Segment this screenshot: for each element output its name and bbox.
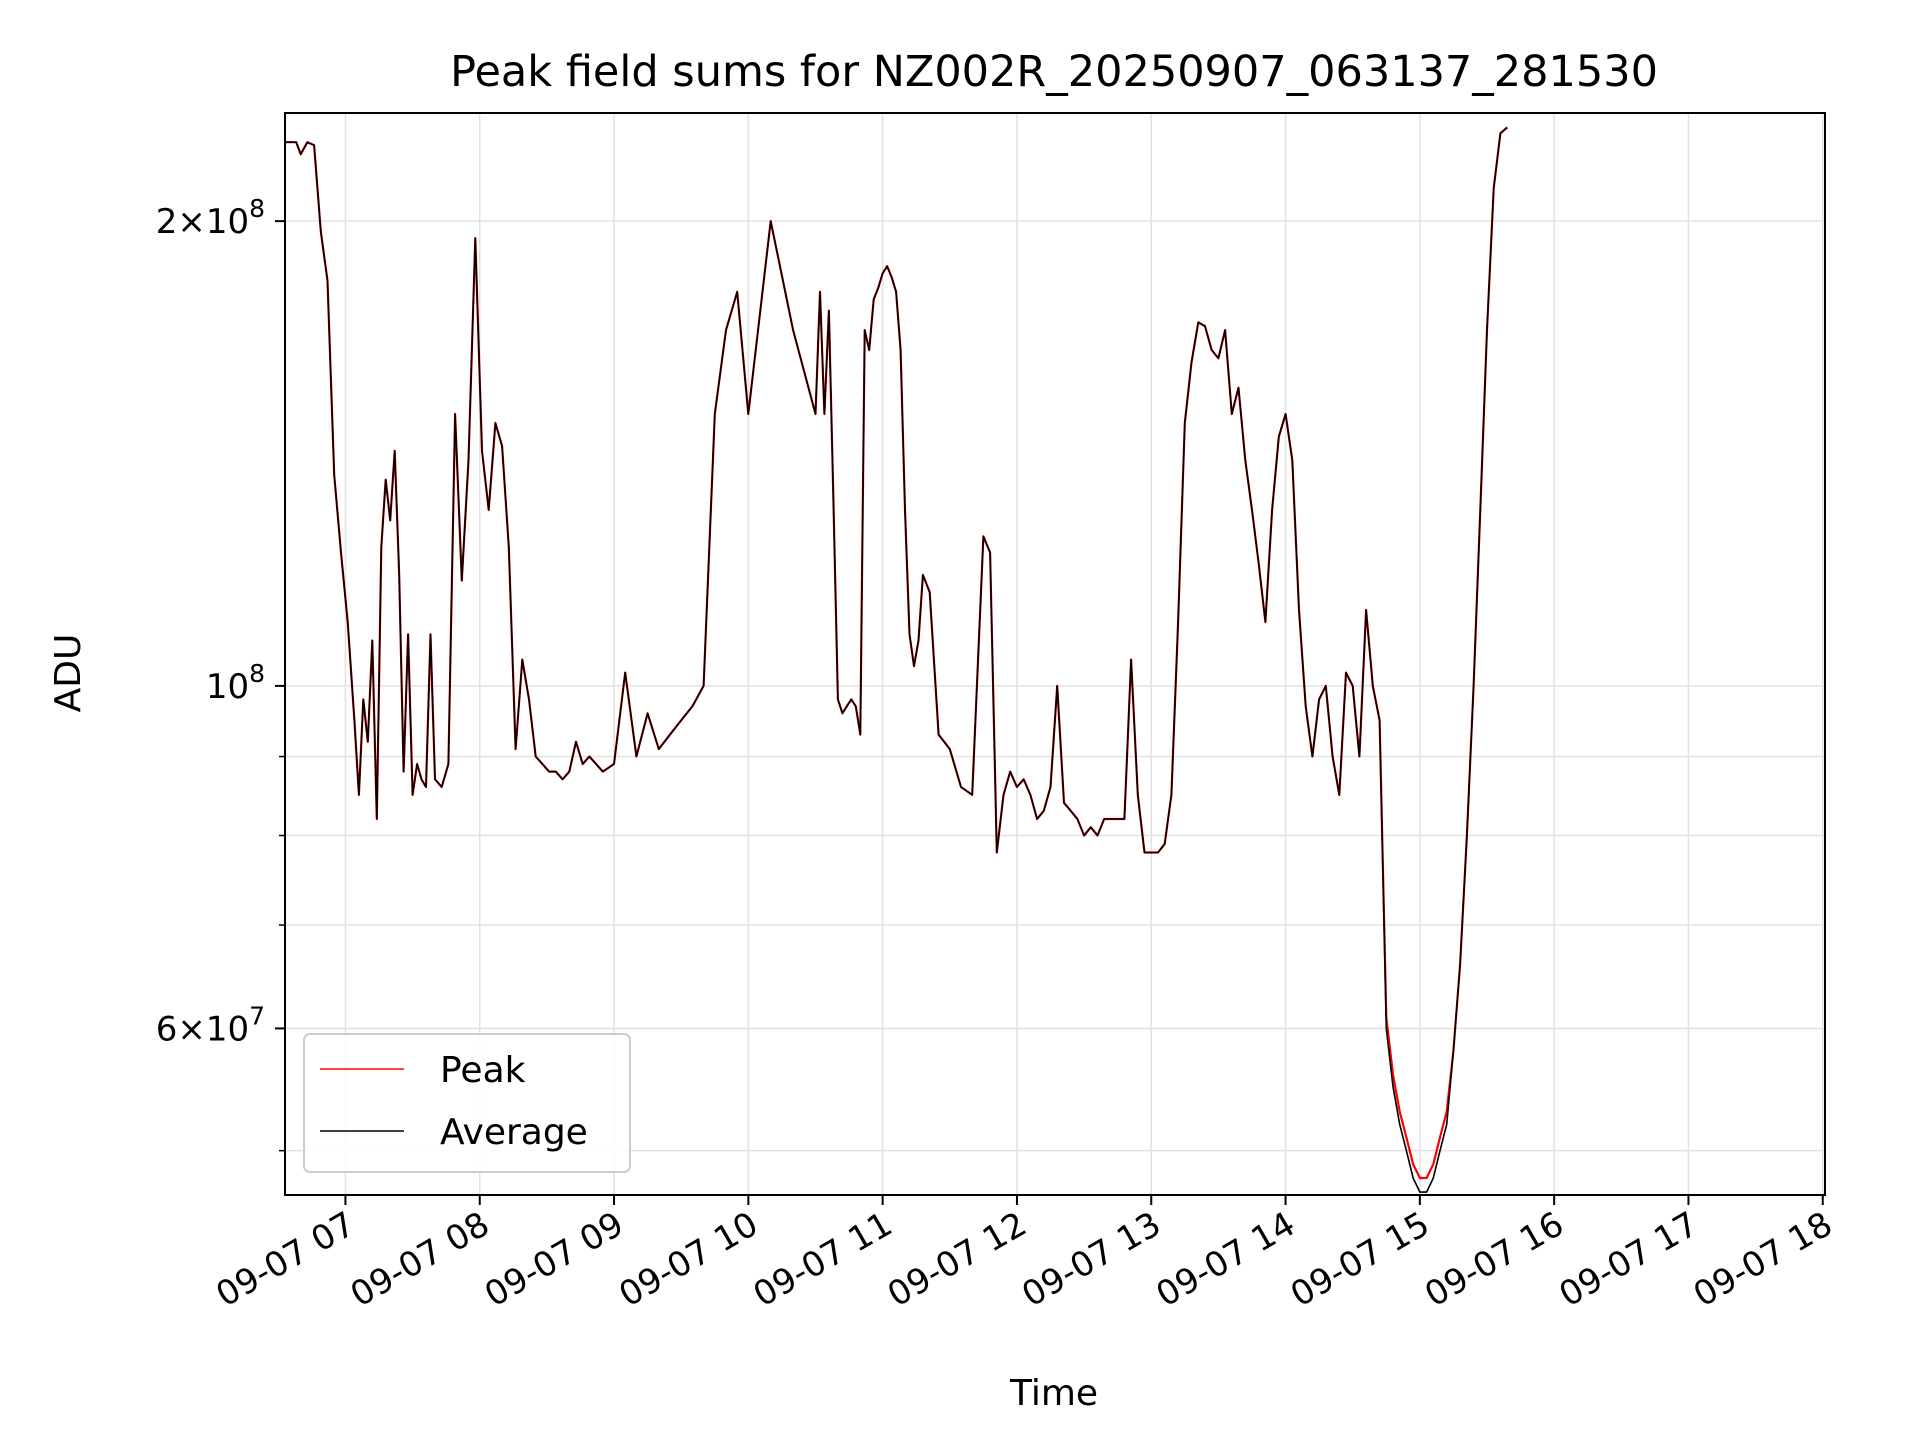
y-tick-label: 108: [206, 659, 265, 707]
chart-title: Peak field sums for NZ002R_20250907_0631…: [450, 47, 1658, 97]
y-axis-label: ADU: [48, 634, 89, 713]
y-tick-label: 6×107: [156, 1001, 265, 1049]
series-line-average: [285, 126, 1508, 1193]
legend-label-average: Average: [440, 1112, 588, 1153]
x-axis-label: Time: [1009, 1373, 1098, 1414]
y-axis: 2×108 108 6×107: [156, 194, 285, 1152]
plot-frame: [284, 112, 1826, 1196]
legend-label-peak: Peak: [440, 1050, 526, 1091]
legend: Peak Average: [303, 1033, 631, 1173]
y-tick-label: 2×108: [156, 194, 265, 242]
grid: [285, 113, 1825, 1195]
series-layer: [285, 126, 1508, 1193]
